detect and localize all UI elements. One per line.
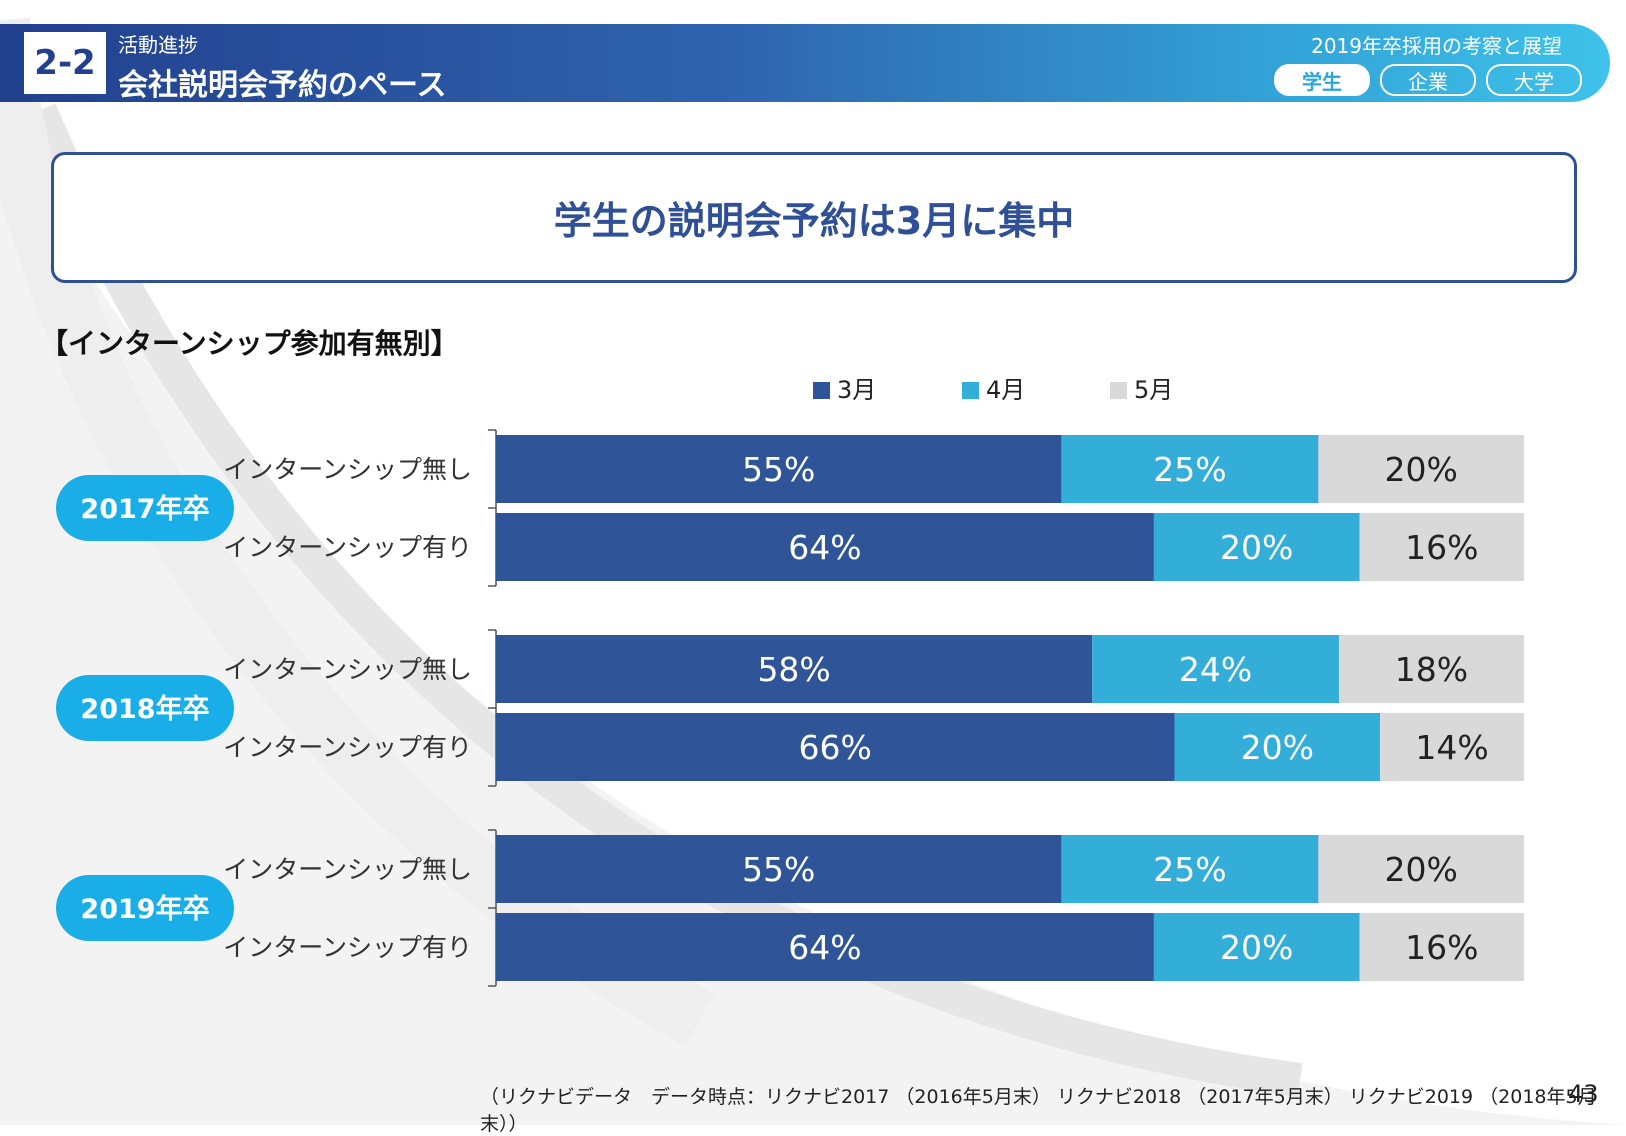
- year-badge: [56, 475, 234, 541]
- year-badge: [56, 875, 234, 941]
- bar-segment: [1318, 835, 1524, 903]
- year-badge-label: 2017年卒: [80, 493, 209, 525]
- legend-label-2: 4月: [986, 376, 1025, 404]
- bar-value-label: 58%: [757, 650, 830, 689]
- bar-segment: [1318, 435, 1524, 503]
- bar-value-label: 55%: [742, 850, 815, 889]
- bar-value-label: 16%: [1405, 528, 1478, 567]
- bar-value-label: 25%: [1153, 450, 1226, 489]
- bar-segment: [1174, 713, 1381, 781]
- tab-universities[interactable]: 大学: [1486, 64, 1582, 96]
- legend-swatch-1: [813, 382, 830, 399]
- section-label: 【インターンシップ参加有無別】: [40, 327, 459, 360]
- bar-segment: [1061, 835, 1319, 903]
- bar-value-label: 64%: [788, 528, 861, 567]
- bar-value-label: 20%: [1220, 928, 1293, 967]
- row-label: インターンシップ有り: [223, 733, 472, 762]
- section-number: 2-2: [24, 32, 106, 94]
- bar-segment: [496, 713, 1175, 781]
- row-label: インターンシップ無し: [223, 855, 472, 884]
- year-badge: [56, 675, 234, 741]
- report-title: 2019年卒採用の考察と展望: [1311, 34, 1562, 58]
- bar-segment: [1359, 913, 1524, 981]
- tab-companies[interactable]: 企業: [1380, 64, 1476, 96]
- headline-box: 学生の説明会予約は3月に集中: [51, 152, 1577, 283]
- legend-label-1: 3月: [837, 376, 876, 404]
- bar-value-label: 20%: [1241, 728, 1314, 767]
- bar-segment: [496, 835, 1062, 903]
- bar-value-label: 18%: [1395, 650, 1468, 689]
- legend-swatch-3: [1110, 382, 1127, 399]
- year-badge-label: 2018年卒: [80, 693, 209, 725]
- bar-value-label: 25%: [1153, 850, 1226, 889]
- bar-segment: [496, 435, 1062, 503]
- bar-value-label: 55%: [742, 450, 815, 489]
- legend-label-3: 5月: [1134, 376, 1173, 404]
- row-label: インターンシップ無し: [223, 455, 472, 484]
- page-number: 43: [1568, 1080, 1599, 1108]
- bar-value-label: 24%: [1179, 650, 1252, 689]
- audience-tabs: 学生 企業 大学: [1274, 64, 1582, 96]
- bar-value-label: 14%: [1415, 728, 1488, 767]
- legend-swatch-2: [962, 382, 979, 399]
- bar-value-label: 20%: [1385, 850, 1458, 889]
- row-label: インターンシップ無し: [223, 655, 472, 684]
- bar-segment: [1061, 435, 1319, 503]
- bar-value-label: 64%: [788, 928, 861, 967]
- bar-segment: [496, 635, 1093, 703]
- year-badge-label: 2019年卒: [80, 893, 209, 925]
- bar-segment: [1338, 635, 1524, 703]
- bar-segment: [1153, 513, 1360, 581]
- row-label: インターンシップ有り: [223, 533, 472, 562]
- bar-segment: [496, 513, 1154, 581]
- section-title: 会社説明会予約のペース: [118, 68, 447, 103]
- bar-segment: [1359, 513, 1524, 581]
- bar-value-label: 20%: [1385, 450, 1458, 489]
- bar-value-label: 66%: [799, 728, 872, 767]
- bar-segment: [496, 913, 1154, 981]
- header-bar: 2-2 活動進捗 会社説明会予約のペース 2019年卒採用の考察と展望 学生 企…: [0, 24, 1610, 103]
- bar-value-label: 16%: [1405, 928, 1478, 967]
- bar-segment: [1153, 913, 1360, 981]
- section-subtitle: 活動進捗: [118, 33, 198, 57]
- bar-value-label: 20%: [1220, 528, 1293, 567]
- bar-segment: [1380, 713, 1524, 781]
- headline-text: 学生の説明会予約は3月に集中: [553, 199, 1075, 243]
- tab-students[interactable]: 学生: [1274, 64, 1370, 96]
- bar-segment: [1092, 635, 1339, 703]
- row-label: インターンシップ有り: [223, 933, 472, 962]
